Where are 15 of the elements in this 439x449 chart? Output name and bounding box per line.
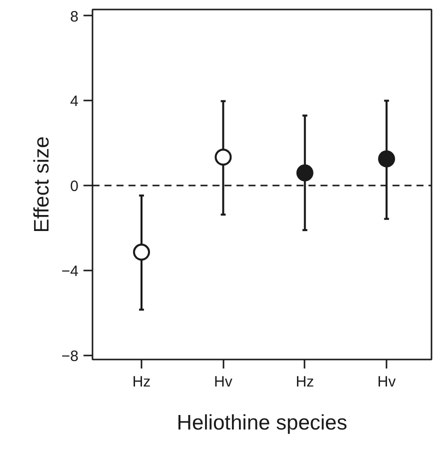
y-tick-label: 8 bbox=[70, 8, 78, 26]
x-tick-label: Hz bbox=[132, 374, 151, 390]
y-axis-title: Effect size bbox=[30, 136, 54, 233]
point bbox=[378, 150, 396, 168]
y-tick-label: 4 bbox=[70, 93, 78, 110]
x-axis-title: Heliothine species bbox=[176, 412, 348, 434]
y-tick-label: −4 bbox=[61, 262, 79, 280]
point bbox=[214, 148, 232, 166]
x-tick-label: Hz bbox=[296, 374, 314, 390]
y-tick-label: 0 bbox=[70, 178, 78, 196]
point bbox=[296, 164, 314, 182]
y-tick-label: −8 bbox=[61, 348, 79, 365]
point bbox=[133, 244, 150, 261]
x-tick-label: Hv bbox=[214, 374, 233, 390]
x-tick-label: Hv bbox=[377, 374, 396, 390]
